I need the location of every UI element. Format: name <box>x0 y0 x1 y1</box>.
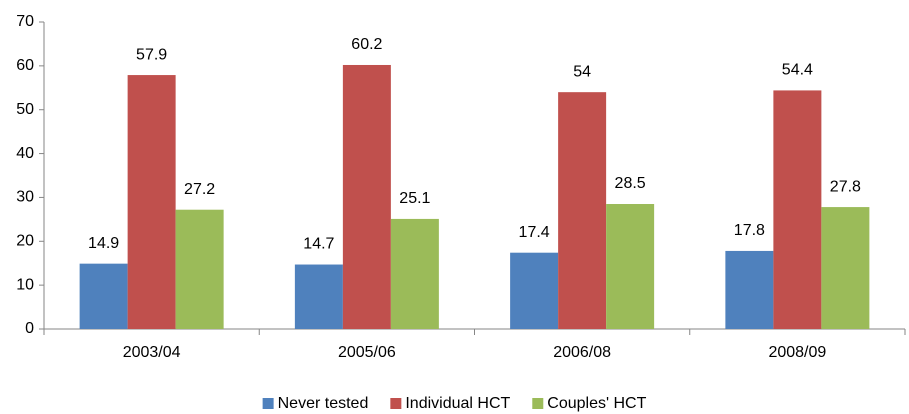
value-label: 54.4 <box>782 62 813 79</box>
y-tick-label: 40 <box>16 145 34 162</box>
value-label: 28.5 <box>615 175 646 192</box>
bar <box>558 92 607 330</box>
legend-swatch <box>532 398 544 409</box>
value-label: 60.2 <box>351 36 382 53</box>
y-tick-label: 30 <box>16 189 34 206</box>
value-label: 27.8 <box>830 178 861 195</box>
legend-swatch <box>262 398 274 409</box>
y-tick-label: 60 <box>16 57 34 74</box>
bar <box>725 250 774 329</box>
value-label: 14.7 <box>303 236 334 253</box>
bar <box>390 218 439 329</box>
bar <box>175 209 224 329</box>
legend-swatch <box>390 398 402 409</box>
value-label: 57.9 <box>136 46 167 63</box>
bar <box>821 207 870 329</box>
bar <box>127 75 176 330</box>
bar <box>79 263 128 329</box>
x-tick-label: 2005/06 <box>338 344 396 361</box>
value-label: 14.9 <box>88 235 119 252</box>
legend-label: Couples' HCT <box>547 395 646 412</box>
legend-label: Never tested <box>278 395 369 412</box>
y-tick-label: 10 <box>16 276 34 293</box>
value-label: 54 <box>573 63 591 80</box>
y-tick-label: 20 <box>16 233 34 250</box>
x-tick-label: 2003/04 <box>123 344 181 361</box>
y-tick-label: 70 <box>16 13 34 30</box>
x-tick-label: 2008/09 <box>768 344 826 361</box>
value-label: 17.4 <box>519 224 550 241</box>
bar <box>342 64 391 329</box>
y-tick-label: 50 <box>16 101 34 118</box>
x-tick-label: 2006/08 <box>553 344 611 361</box>
value-label: 17.8 <box>734 222 765 239</box>
value-label: 27.2 <box>184 181 215 198</box>
bar <box>510 252 559 329</box>
bar <box>606 204 655 329</box>
value-label: 25.1 <box>399 190 430 207</box>
bar <box>773 90 822 329</box>
legend-label: Individual HCT <box>405 395 510 412</box>
y-tick-label: 0 <box>25 320 34 337</box>
bar <box>294 264 343 329</box>
